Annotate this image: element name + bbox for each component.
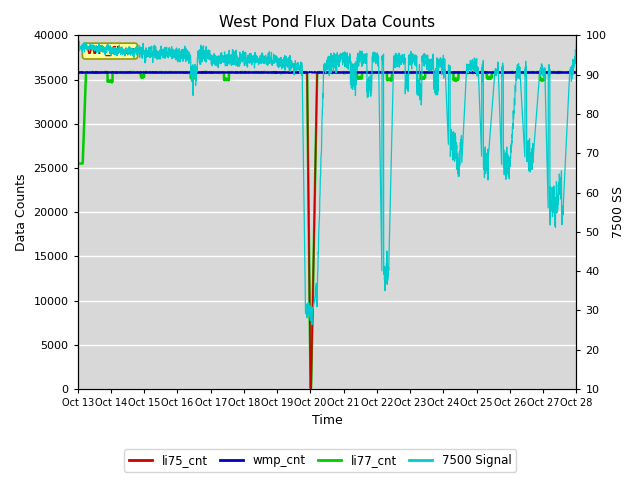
Title: West Pond Flux Data Counts: West Pond Flux Data Counts bbox=[219, 15, 435, 30]
X-axis label: Time: Time bbox=[312, 414, 342, 427]
Legend: li75_cnt, wmp_cnt, li77_cnt, 7500 Signal: li75_cnt, wmp_cnt, li77_cnt, 7500 Signal bbox=[124, 449, 516, 472]
Y-axis label: 7500 SS: 7500 SS bbox=[612, 186, 625, 238]
Text: WP_flux: WP_flux bbox=[85, 46, 135, 56]
Y-axis label: Data Counts: Data Counts bbox=[15, 173, 28, 251]
